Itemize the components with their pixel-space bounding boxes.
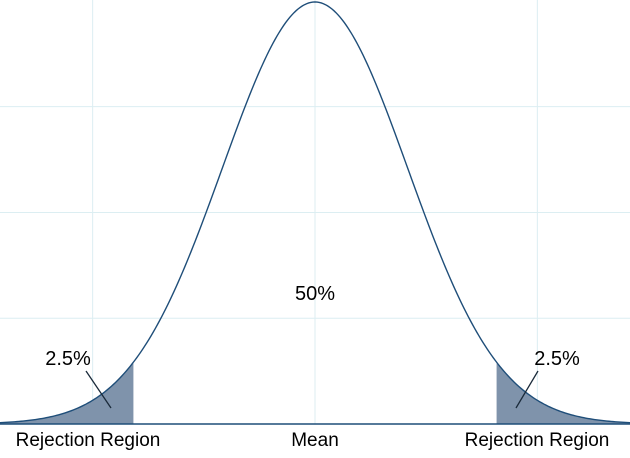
center-percent-label: 50%	[295, 283, 335, 305]
tick-label-mean: Mean	[291, 430, 339, 451]
grid-lines	[0, 0, 630, 424]
right-leader-line	[515, 370, 539, 409]
right-tail-percent-label: 2.5%	[534, 348, 580, 370]
tick-label-rejection-region-left: Rejection Region	[16, 430, 161, 451]
annotation-leaders	[85, 370, 539, 409]
left-rejection-area	[0, 362, 134, 424]
tick-label-rejection-region-right: Rejection Region	[465, 430, 610, 451]
right-rejection-area	[496, 362, 630, 424]
rejection-region-shades	[0, 362, 630, 424]
left-leader-line	[85, 370, 112, 409]
left-tail-percent-label: 2.5%	[45, 348, 91, 370]
